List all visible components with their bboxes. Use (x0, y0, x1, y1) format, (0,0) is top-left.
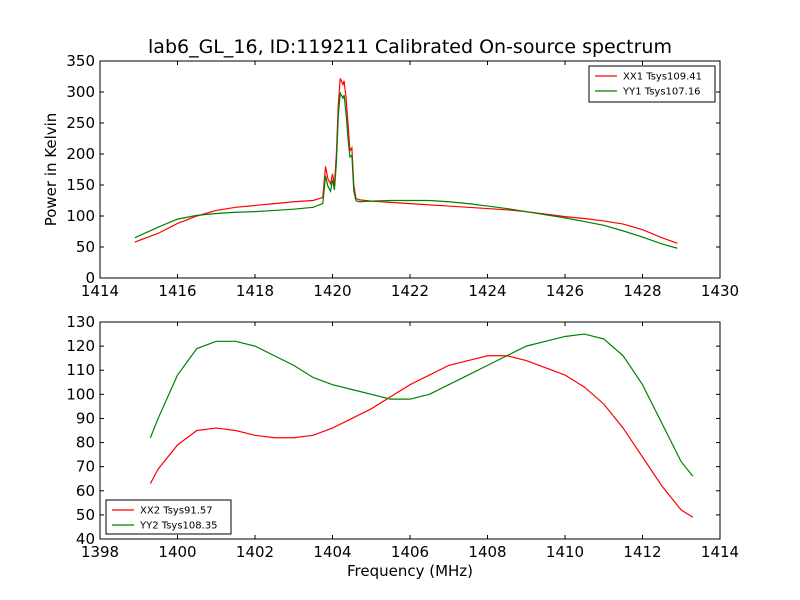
x-axis-label: Frequency (MHz) (347, 562, 473, 580)
x-tick-label: 1406 (391, 543, 429, 561)
y-tick-label: 80 (76, 434, 95, 452)
y-tick-label: 350 (66, 52, 95, 70)
series-line-xx1 (134, 78, 678, 244)
chart-title: lab6_GL_16, ID:119211 Calibrated On-sour… (148, 36, 672, 58)
legend-label: YY2 Tsys108.35 (139, 521, 218, 532)
x-tick-label: 1400 (158, 543, 196, 561)
y-axis-label: Power in Kelvin (42, 113, 60, 227)
y-tick-label: 0 (85, 269, 95, 287)
x-tick-label: 1408 (468, 543, 506, 561)
series-line-yy1 (134, 91, 678, 249)
x-tick-label: 1404 (313, 543, 351, 561)
x-tick-label: 1414 (81, 282, 119, 300)
x-tick-label: 1414 (701, 543, 739, 561)
legend-label: YY1 Tsys107.16 (622, 87, 701, 98)
x-tick-label: 1422 (391, 282, 429, 300)
x-tick-label: 1402 (236, 543, 274, 561)
legend-box (105, 499, 232, 535)
legend: XX2 Tsys91.57 YY2 Tsys108.35 (105, 499, 232, 535)
series-line-yy2 (149, 333, 694, 477)
y-tick-label: 130 (66, 313, 95, 331)
top-plot-panel: 1414 1416 1418 1420 1422 1424 1426 1428 1430 0 50 1… (42, 52, 739, 300)
y-tick-label: 100 (66, 207, 95, 225)
x-tick-label: 1416 (158, 282, 196, 300)
x-tick-label: 1424 (468, 282, 506, 300)
y-tick-label: 110 (66, 361, 95, 379)
x-tick-label: 1428 (623, 282, 661, 300)
y-tick-label: 100 (66, 385, 95, 403)
y-tick-label: 120 (66, 337, 95, 355)
legend-label: XX2 Tsys91.57 (140, 506, 213, 517)
legend: XX1 Tsys109.41 YY1 Tsys107.16 (588, 65, 716, 103)
y-tick-label: 300 (66, 83, 95, 101)
y-tick-label: 60 (76, 482, 95, 500)
x-tick-label: 1418 (236, 282, 274, 300)
y-tick-label: 200 (66, 145, 95, 163)
x-tick-label: 1410 (546, 543, 584, 561)
legend-box (588, 65, 716, 103)
bottom-plot-panel: 1398 1400 1402 1404 1406 1408 1410 1412 1414 40 50… (66, 313, 739, 580)
y-tick-label: 90 (76, 409, 95, 427)
legend-label: XX1 Tsys109.41 (623, 72, 702, 83)
y-tick-label: 50 (76, 238, 95, 256)
y-tick-label: 150 (66, 176, 95, 194)
x-tick-label: 1430 (701, 282, 739, 300)
x-tick-label: 1412 (623, 543, 661, 561)
y-tick-label: 50 (76, 506, 95, 524)
x-tick-label: 1426 (546, 282, 584, 300)
y-tick-label: 250 (66, 114, 95, 132)
series-line-xx2 (149, 355, 694, 518)
y-tick-label: 40 (76, 530, 95, 548)
x-tick-label: 1398 (81, 543, 119, 561)
y-tick-label: 70 (76, 458, 95, 476)
x-tick-label: 1420 (313, 282, 351, 300)
